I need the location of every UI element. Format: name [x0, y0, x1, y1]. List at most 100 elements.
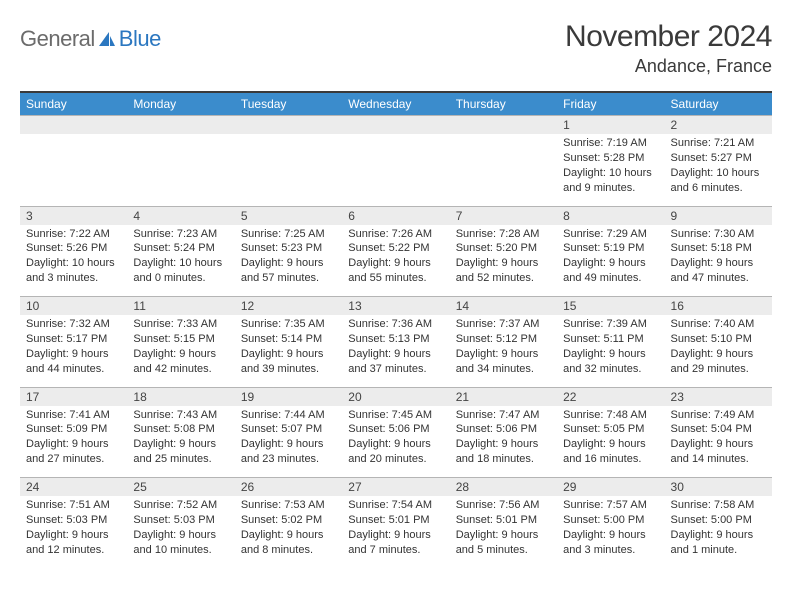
day-cell: Sunrise: 7:22 AMSunset: 5:26 PMDaylight:… [20, 225, 127, 297]
sunset-text: Sunset: 5:14 PM [241, 332, 336, 347]
day-cell: Sunrise: 7:56 AMSunset: 5:01 PMDaylight:… [450, 496, 557, 568]
daylight-text: Daylight: 9 hours and 34 minutes. [456, 347, 551, 377]
sunrise-text: Sunrise: 7:36 AM [348, 317, 443, 332]
sunrise-text: Sunrise: 7:32 AM [26, 317, 121, 332]
day-cell: Sunrise: 7:30 AMSunset: 5:18 PMDaylight:… [665, 225, 772, 297]
day-cell: Sunrise: 7:45 AMSunset: 5:06 PMDaylight:… [342, 406, 449, 478]
day-cell: Sunrise: 7:39 AMSunset: 5:11 PMDaylight:… [557, 315, 664, 387]
sunset-text: Sunset: 5:04 PM [671, 422, 766, 437]
day-number: 26 [235, 478, 342, 497]
dow-header: Sunday [20, 92, 127, 116]
daylight-text: Daylight: 9 hours and 16 minutes. [563, 437, 658, 467]
info-row: Sunrise: 7:41 AMSunset: 5:09 PM Daylight:… [20, 406, 772, 478]
sunset-text: Sunset: 5:24 PM [133, 241, 228, 256]
daylight-text: Daylight: 9 hours and 1 minute. [671, 528, 766, 558]
sunrise-text: Sunrise: 7:54 AM [348, 498, 443, 513]
dow-header: Tuesday [235, 92, 342, 116]
sunset-text: Sunset: 5:26 PM [26, 241, 121, 256]
day-number: 7 [450, 206, 557, 225]
sunset-text: Sunset: 5:13 PM [348, 332, 443, 347]
day-number: 22 [557, 387, 664, 406]
sunrise-text: Sunrise: 7:22 AM [26, 227, 121, 242]
sunrise-text: Sunrise: 7:45 AM [348, 408, 443, 423]
day-number: 1 [557, 116, 664, 135]
sunrise-text: Sunrise: 7:39 AM [563, 317, 658, 332]
dow-header: Monday [127, 92, 234, 116]
daylight-text: Daylight: 9 hours and 10 minutes. [133, 528, 228, 558]
day-cell: Sunrise: 7:25 AMSunset: 5:23 PMDaylight:… [235, 225, 342, 297]
daylight-text: Daylight: 9 hours and 49 minutes. [563, 256, 658, 286]
day-cell: Sunrise: 7:21 AMSunset: 5:27 PMDaylight:… [665, 134, 772, 206]
daylight-text: Daylight: 9 hours and 57 minutes. [241, 256, 336, 286]
sunrise-text: Sunrise: 7:26 AM [348, 227, 443, 242]
day-cell: Sunrise: 7:29 AMSunset: 5:19 PMDaylight:… [557, 225, 664, 297]
daylight-text: Daylight: 9 hours and 52 minutes. [456, 256, 551, 286]
day-cell: Sunrise: 7:32 AMSunset: 5:17 PMDaylight:… [20, 315, 127, 387]
sunset-text: Sunset: 5:11 PM [563, 332, 658, 347]
day-number [450, 116, 557, 135]
day-number: 4 [127, 206, 234, 225]
day-number: 18 [127, 387, 234, 406]
daylight-text: Daylight: 9 hours and 3 minutes. [563, 528, 658, 558]
day-number: 30 [665, 478, 772, 497]
daylight-text: Daylight: 9 hours and 55 minutes. [348, 256, 443, 286]
sunset-text: Sunset: 5:18 PM [671, 241, 766, 256]
sunset-text: Sunset: 5:28 PM [563, 151, 658, 166]
dow-header: Friday [557, 92, 664, 116]
sunset-text: Sunset: 5:00 PM [671, 513, 766, 528]
sunset-text: Sunset: 5:19 PM [563, 241, 658, 256]
sunset-text: Sunset: 5:17 PM [26, 332, 121, 347]
day-number: 8 [557, 206, 664, 225]
daylight-text: Daylight: 9 hours and 42 minutes. [133, 347, 228, 377]
day-cell: Sunrise: 7:37 AMSunset: 5:12 PMDaylight:… [450, 315, 557, 387]
daynum-row: 12 [20, 116, 772, 135]
header: General Blue November 2024 Andance, Fran… [20, 20, 772, 77]
daynum-row: 24252627282930 [20, 478, 772, 497]
info-row: Sunrise: 7:19 AMSunset: 5:28 PM Daylight:… [20, 134, 772, 206]
sunrise-text: Sunrise: 7:48 AM [563, 408, 658, 423]
dow-header-row: Sunday Monday Tuesday Wednesday Thursday… [20, 92, 772, 116]
day-number: 9 [665, 206, 772, 225]
daylight-text: Daylight: 10 hours and 3 minutes. [26, 256, 121, 286]
daynum-row: 10111213141516 [20, 297, 772, 316]
info-row: Sunrise: 7:51 AMSunset: 5:03 PMDaylight:… [20, 496, 772, 568]
sunrise-text: Sunrise: 7:37 AM [456, 317, 551, 332]
sunset-text: Sunset: 5:03 PM [26, 513, 121, 528]
day-number: 23 [665, 387, 772, 406]
day-number: 25 [127, 478, 234, 497]
sunrise-text: Sunrise: 7:35 AM [241, 317, 336, 332]
daylight-text: Daylight: 9 hours and 14 minutes. [671, 437, 766, 467]
day-cell [20, 134, 127, 206]
daylight-text: Daylight: 9 hours and 25 minutes. [133, 437, 228, 467]
brand-general: General [20, 26, 95, 52]
dow-header: Wednesday [342, 92, 449, 116]
day-number: 2 [665, 116, 772, 135]
day-number [20, 116, 127, 135]
daynum-row: 3456789 [20, 206, 772, 225]
day-number: 20 [342, 387, 449, 406]
sunrise-text: Sunrise: 7:30 AM [671, 227, 766, 242]
sunrise-text: Sunrise: 7:25 AM [241, 227, 336, 242]
day-number: 3 [20, 206, 127, 225]
day-cell: Sunrise: 7:57 AMSunset: 5:00 PMDaylight:… [557, 496, 664, 568]
info-row: Sunrise: 7:32 AMSunset: 5:17 PM Daylight:… [20, 315, 772, 387]
daylight-text: Daylight: 9 hours and 23 minutes. [241, 437, 336, 467]
daylight-text: Daylight: 10 hours and 6 minutes. [671, 166, 766, 196]
day-cell [127, 134, 234, 206]
day-cell: Sunrise: 7:49 AMSunset: 5:04 PMDaylight:… [665, 406, 772, 478]
brand-blue: Blue [119, 26, 161, 52]
sunset-text: Sunset: 5:09 PM [26, 422, 121, 437]
daylight-text: Daylight: 9 hours and 29 minutes. [671, 347, 766, 377]
calendar-table: Sunday Monday Tuesday Wednesday Thursday… [20, 91, 772, 568]
daylight-text: Daylight: 9 hours and 18 minutes. [456, 437, 551, 467]
sunrise-text: Sunrise: 7:41 AM [26, 408, 121, 423]
day-cell: Sunrise: 7:53 AMSunset: 5:02 PMDaylight:… [235, 496, 342, 568]
day-cell: Sunrise: 7:28 AMSunset: 5:20 PMDaylight:… [450, 225, 557, 297]
sunrise-text: Sunrise: 7:19 AM [563, 136, 658, 151]
day-number: 28 [450, 478, 557, 497]
day-number: 27 [342, 478, 449, 497]
day-cell: Sunrise: 7:35 AMSunset: 5:14 PMDaylight:… [235, 315, 342, 387]
daylight-text: Daylight: 9 hours and 47 minutes. [671, 256, 766, 286]
sunset-text: Sunset: 5:27 PM [671, 151, 766, 166]
title-block: November 2024 Andance, France [565, 20, 772, 77]
